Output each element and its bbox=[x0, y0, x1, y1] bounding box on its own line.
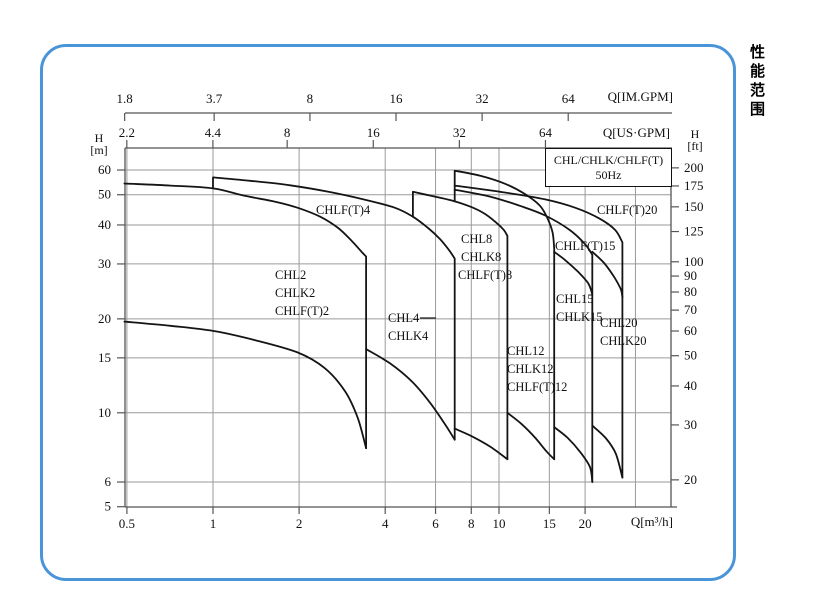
curve-label: CHLF(T)15 bbox=[555, 239, 615, 253]
head-meters-axis-label: H [m] bbox=[84, 132, 114, 156]
curve-label: CHL15 bbox=[556, 292, 594, 306]
curve-label: CHLF(T)12 bbox=[507, 380, 567, 394]
chart-title-box: CHL/CHLK/CHLF(T) 50Hz bbox=[545, 148, 672, 187]
pump-curve-chlf20-top bbox=[453, 184, 624, 479]
head-ft-tick-label: 50 bbox=[684, 348, 697, 363]
curve-label: CHLK4 bbox=[388, 329, 429, 343]
curve-label: CHL20 bbox=[600, 316, 638, 330]
m3h-tick-label: 2 bbox=[296, 516, 303, 531]
curve-label: CHLF(T)2 bbox=[275, 304, 329, 318]
curve-label: CHLF(T)20 bbox=[597, 203, 657, 217]
pump-curve-chl15-top-internal bbox=[553, 250, 594, 296]
head-m-tick-label: 60 bbox=[98, 162, 111, 177]
head-ft-tick-label: 60 bbox=[684, 323, 697, 338]
pump-curve-chl8-bottom bbox=[453, 427, 509, 461]
chart-frequency: 50Hz bbox=[595, 167, 622, 182]
head-m-tick-label: 50 bbox=[98, 187, 111, 202]
head-m-tick-label: 10 bbox=[98, 405, 111, 420]
m3h-axis-label: Q[m³/h] bbox=[630, 514, 673, 529]
us-gpm-tick-label: 8 bbox=[284, 125, 291, 140]
head-ft-tick-label: 150 bbox=[684, 199, 704, 214]
us-gpm-tick-label: 64 bbox=[539, 125, 553, 140]
feet-unit: [ft] bbox=[687, 139, 703, 153]
m3h-tick-label: 10 bbox=[493, 516, 506, 531]
im-gpm-tick-label: 16 bbox=[390, 91, 404, 106]
pump-curve-chl8-top bbox=[412, 190, 509, 461]
head-m-tick-label: 5 bbox=[105, 499, 112, 514]
curve-label: CHL8 bbox=[461, 232, 492, 246]
curve-label: CHL4 bbox=[388, 311, 420, 325]
im-gpm-tick-label: 8 bbox=[307, 91, 314, 106]
pump-curve-chl20-bottom bbox=[591, 424, 624, 479]
head-m-tick-label: 6 bbox=[105, 474, 112, 489]
im-gpm-tick-label: 1.8 bbox=[117, 91, 133, 106]
curve-label: CHLK8 bbox=[461, 250, 501, 264]
im-gpm-tick-label: 32 bbox=[476, 91, 489, 106]
head-ft-tick-label: 20 bbox=[684, 472, 697, 487]
pump-curve-chl2-top bbox=[123, 182, 367, 450]
curve-label: CHLK12 bbox=[507, 362, 554, 376]
head-m-tick-label: 30 bbox=[98, 256, 111, 271]
head-ft-tick-label: 70 bbox=[684, 302, 697, 317]
curve-label: CHL12 bbox=[507, 344, 545, 358]
im-gpm-tick-label: 64 bbox=[562, 91, 576, 106]
curve-label: CHL2 bbox=[275, 268, 306, 282]
us-gpm-tick-label: 2.2 bbox=[119, 125, 135, 140]
head-ft-tick-label: 200 bbox=[684, 160, 704, 175]
blue-rounded-frame bbox=[40, 44, 736, 581]
pump-curve-chl4-top bbox=[212, 176, 456, 441]
curve-label: CHLK15 bbox=[556, 310, 603, 324]
curve-label: CHLF(T)4 bbox=[316, 203, 371, 217]
head-ft-tick-label: 80 bbox=[684, 284, 697, 299]
m3h-tick-label: 8 bbox=[468, 516, 475, 531]
side-vertical-label: 性能范围 bbox=[748, 44, 765, 120]
curve-label: CHLK2 bbox=[275, 286, 315, 300]
head-ft-tick-label: 90 bbox=[684, 268, 697, 283]
meters-unit: [m] bbox=[90, 143, 108, 157]
us-gpm-tick-label: 4.4 bbox=[205, 125, 222, 140]
m3h-tick-label: 6 bbox=[432, 516, 439, 531]
us-gpm-tick-label: 32 bbox=[453, 125, 466, 140]
head-symbol: H bbox=[690, 127, 700, 141]
head-m-tick-label: 20 bbox=[98, 311, 111, 326]
head-ft-tick-label: 125 bbox=[684, 224, 704, 239]
pump-curve-chl12-top bbox=[453, 169, 556, 461]
m3h-tick-label: 1 bbox=[210, 516, 217, 531]
m3h-tick-label: 20 bbox=[579, 516, 592, 531]
head-ft-tick-label: 40 bbox=[684, 378, 697, 393]
pump-curve-chlf15-top bbox=[453, 188, 594, 483]
pump-curve-chl4-bottom bbox=[365, 348, 456, 441]
pump-curve-chl15-bottom bbox=[553, 426, 594, 483]
m3h-tick-label: 15 bbox=[543, 516, 556, 531]
pump-curve-chl20-top-internal bbox=[591, 250, 624, 299]
head-ft-tick-label: 30 bbox=[684, 417, 697, 432]
head-m-tick-label: 40 bbox=[98, 217, 111, 232]
head-feet-axis-label: H [ft] bbox=[680, 128, 710, 152]
head-m-tick-label: 15 bbox=[98, 350, 111, 365]
m3h-tick-label: 0.5 bbox=[119, 516, 135, 531]
im-gpm-tick-label: 3.7 bbox=[206, 91, 223, 106]
chart-title: CHL/CHLK/CHLF(T) bbox=[553, 152, 664, 167]
curve-label: CHLF(T)8 bbox=[458, 268, 512, 282]
head-symbol: H bbox=[94, 131, 104, 145]
us-gpm-tick-label: 16 bbox=[367, 125, 381, 140]
pump-curve-chl2-bottom bbox=[123, 320, 367, 450]
head-ft-tick-label: 100 bbox=[684, 254, 704, 269]
curve-label: CHLK20 bbox=[600, 334, 647, 348]
us-gpm-axis-label: Q[US·GPM] bbox=[602, 125, 670, 140]
imperial-gpm-axis-label: Q[IM.GPM] bbox=[607, 89, 673, 104]
pump-curve-chl12-bottom bbox=[506, 411, 556, 461]
m3h-tick-label: 4 bbox=[382, 516, 389, 531]
head-ft-tick-label: 175 bbox=[684, 178, 704, 193]
